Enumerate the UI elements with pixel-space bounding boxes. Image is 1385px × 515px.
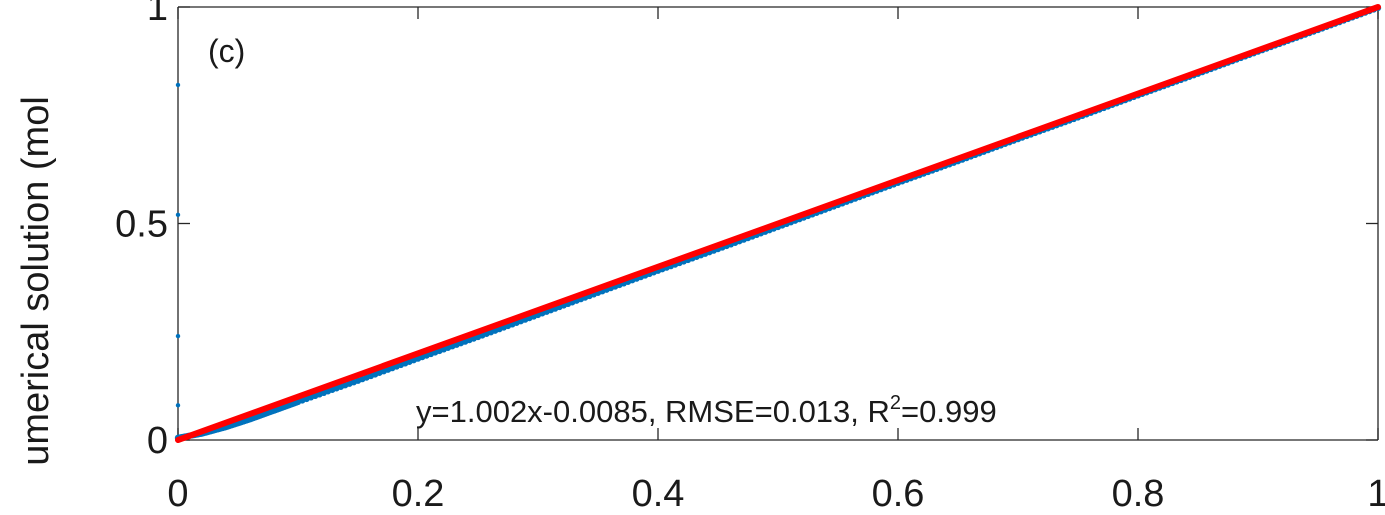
scatter-point (175, 403, 181, 408)
x-tick-label: 0 (167, 473, 188, 515)
y-tick-label: 0 (147, 420, 168, 462)
series-layer (174, 4, 1382, 443)
y-tick-label: 0.5 (115, 204, 168, 246)
y-tick-label: 1 (147, 0, 168, 29)
y-axis-ticks: 00.51 (115, 0, 1378, 462)
scatter-point (175, 333, 181, 339)
identity-line (175, 4, 1381, 443)
y-axis-label: umerical solution (mol (15, 96, 57, 466)
x-tick-label: 0.2 (392, 473, 445, 515)
fit-annotation-prefix: y=1.002x-0.0085, RMSE=0.013, R (416, 394, 890, 429)
scatter-point (175, 212, 181, 218)
x-axis-ticks: 0 0.2 0.4 0.6 0.8 1 (167, 7, 1385, 515)
panel-label: (c) (208, 33, 245, 69)
x-tick-label: 1 (1367, 473, 1385, 515)
x-tick-label: 0.8 (1112, 473, 1165, 515)
fit-annotation-suffix: =0.999 (901, 394, 997, 429)
x-tick-label: 0.6 (872, 473, 925, 515)
fit-annotation-superscript: 2 (890, 392, 901, 414)
scatter-point (175, 82, 181, 88)
x-tick-label: 0.4 (632, 473, 685, 515)
fit-annotation: y=1.002x-0.0085, RMSE=0.013, R2=0.999 (416, 392, 997, 429)
